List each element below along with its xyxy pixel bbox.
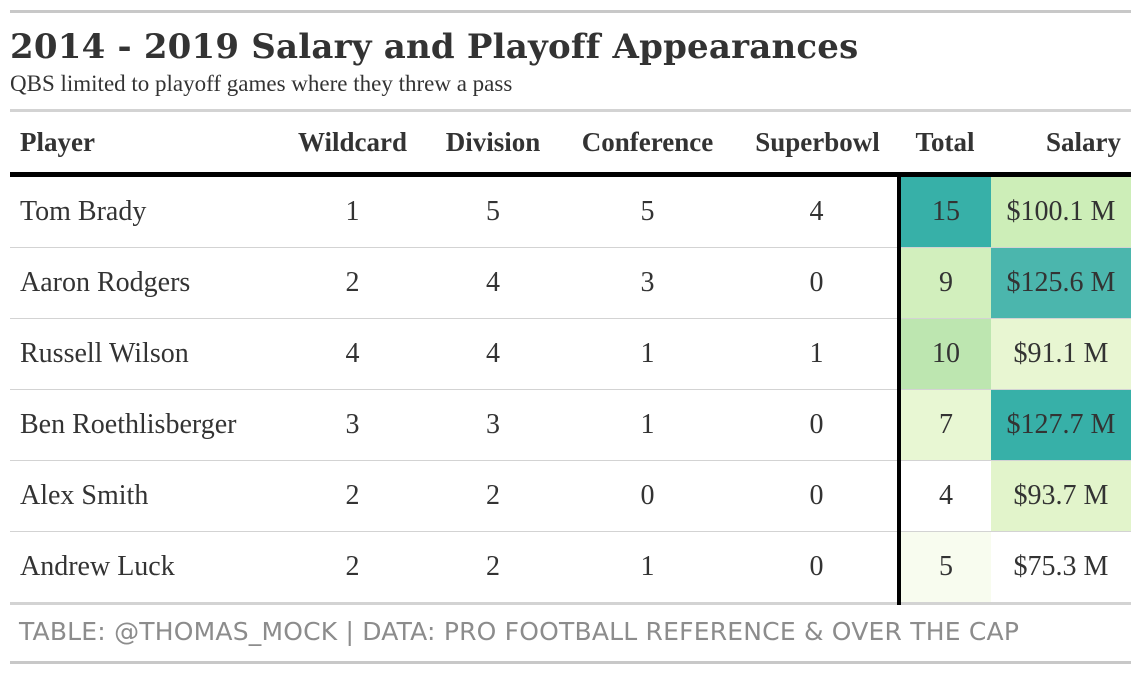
cell-salary: $100.1 M	[991, 174, 1131, 248]
cell-total: 5	[897, 531, 991, 605]
table-row: Andrew Luck 2 2 1 0 5 $75.3 M	[10, 531, 1131, 605]
cell-player: Tom Brady	[10, 174, 278, 248]
cell-conference: 3	[559, 247, 736, 319]
cell-total: 10	[897, 318, 991, 390]
column-header-player: Player	[10, 110, 278, 177]
cell-superbowl: 0	[736, 389, 899, 461]
table-row: Aaron Rodgers 2 4 3 0 9 $125.6 M	[10, 247, 1131, 319]
cell-division: 5	[427, 174, 559, 248]
bottom-rule	[10, 661, 1131, 664]
column-header-division: Division	[427, 110, 559, 177]
cell-wildcard: 4	[278, 318, 427, 390]
cell-salary: $125.6 M	[991, 247, 1131, 319]
header-row: Player Wildcard Division Conference Supe…	[10, 110, 1131, 177]
table-row: Alex Smith 2 2 0 0 4 $93.7 M	[10, 460, 1131, 532]
table-row: Ben Roethlisberger 3 3 1 0 7 $127.7 M	[10, 389, 1131, 461]
column-header-conference: Conference	[559, 110, 736, 177]
cell-salary: $93.7 M	[991, 460, 1131, 532]
table-container: 2014 - 2019 Salary and Playoff Appearanc…	[10, 10, 1131, 664]
cell-salary: $127.7 M	[991, 389, 1131, 461]
column-header-total: Total	[899, 110, 991, 177]
cell-division: 3	[427, 389, 559, 461]
cell-superbowl: 0	[736, 531, 899, 605]
cell-player: Ben Roethlisberger	[10, 389, 278, 461]
table-caption: TABLE: @THOMAS_MOCK | DATA: PRO FOOTBALL…	[19, 617, 1020, 646]
cell-salary: $75.3 M	[991, 531, 1131, 605]
cell-player: Alex Smith	[10, 460, 278, 532]
cell-total: 7	[897, 389, 991, 461]
column-header-wildcard: Wildcard	[278, 110, 427, 177]
cell-player: Aaron Rodgers	[10, 247, 278, 319]
column-header-salary: Salary	[991, 110, 1131, 177]
cell-superbowl: 0	[736, 247, 899, 319]
cell-conference: 5	[559, 174, 736, 248]
table-row: Russell Wilson 4 4 1 1 10 $91.1 M	[10, 318, 1131, 390]
table-subtitle: QBS limited to playoff games where they …	[10, 71, 513, 96]
cell-wildcard: 3	[278, 389, 427, 461]
cell-wildcard: 2	[278, 247, 427, 319]
cell-conference: 1	[559, 318, 736, 390]
cell-division: 2	[427, 460, 559, 532]
top-rule	[10, 10, 1131, 13]
table-body: Tom Brady 1 5 5 4 15 $100.1 M Aaron Rodgers 2 4 3 0…	[10, 174, 1131, 605]
cell-player: Andrew Luck	[10, 531, 278, 605]
cell-conference: 1	[559, 389, 736, 461]
table-row: Tom Brady 1 5 5 4 15 $100.1 M	[10, 174, 1131, 248]
cell-player: Russell Wilson	[10, 318, 278, 390]
cell-salary: $91.1 M	[991, 318, 1131, 390]
cell-wildcard: 1	[278, 174, 427, 248]
cell-division: 4	[427, 247, 559, 319]
salary-playoff-table: Player Wildcard Division Conference Supe…	[10, 109, 1131, 605]
cell-total: 9	[897, 247, 991, 319]
cell-conference: 0	[559, 460, 736, 532]
cell-superbowl: 4	[736, 174, 899, 248]
cell-conference: 1	[559, 531, 736, 605]
table-title: 2014 - 2019 Salary and Playoff Appearanc…	[10, 27, 859, 67]
cell-total: 4	[897, 460, 991, 532]
cell-division: 2	[427, 531, 559, 605]
cell-total: 15	[897, 174, 991, 248]
column-header-superbowl: Superbowl	[736, 110, 899, 177]
cell-division: 4	[427, 318, 559, 390]
cell-wildcard: 2	[278, 531, 427, 605]
cell-wildcard: 2	[278, 460, 427, 532]
cell-superbowl: 1	[736, 318, 899, 390]
cell-superbowl: 0	[736, 460, 899, 532]
